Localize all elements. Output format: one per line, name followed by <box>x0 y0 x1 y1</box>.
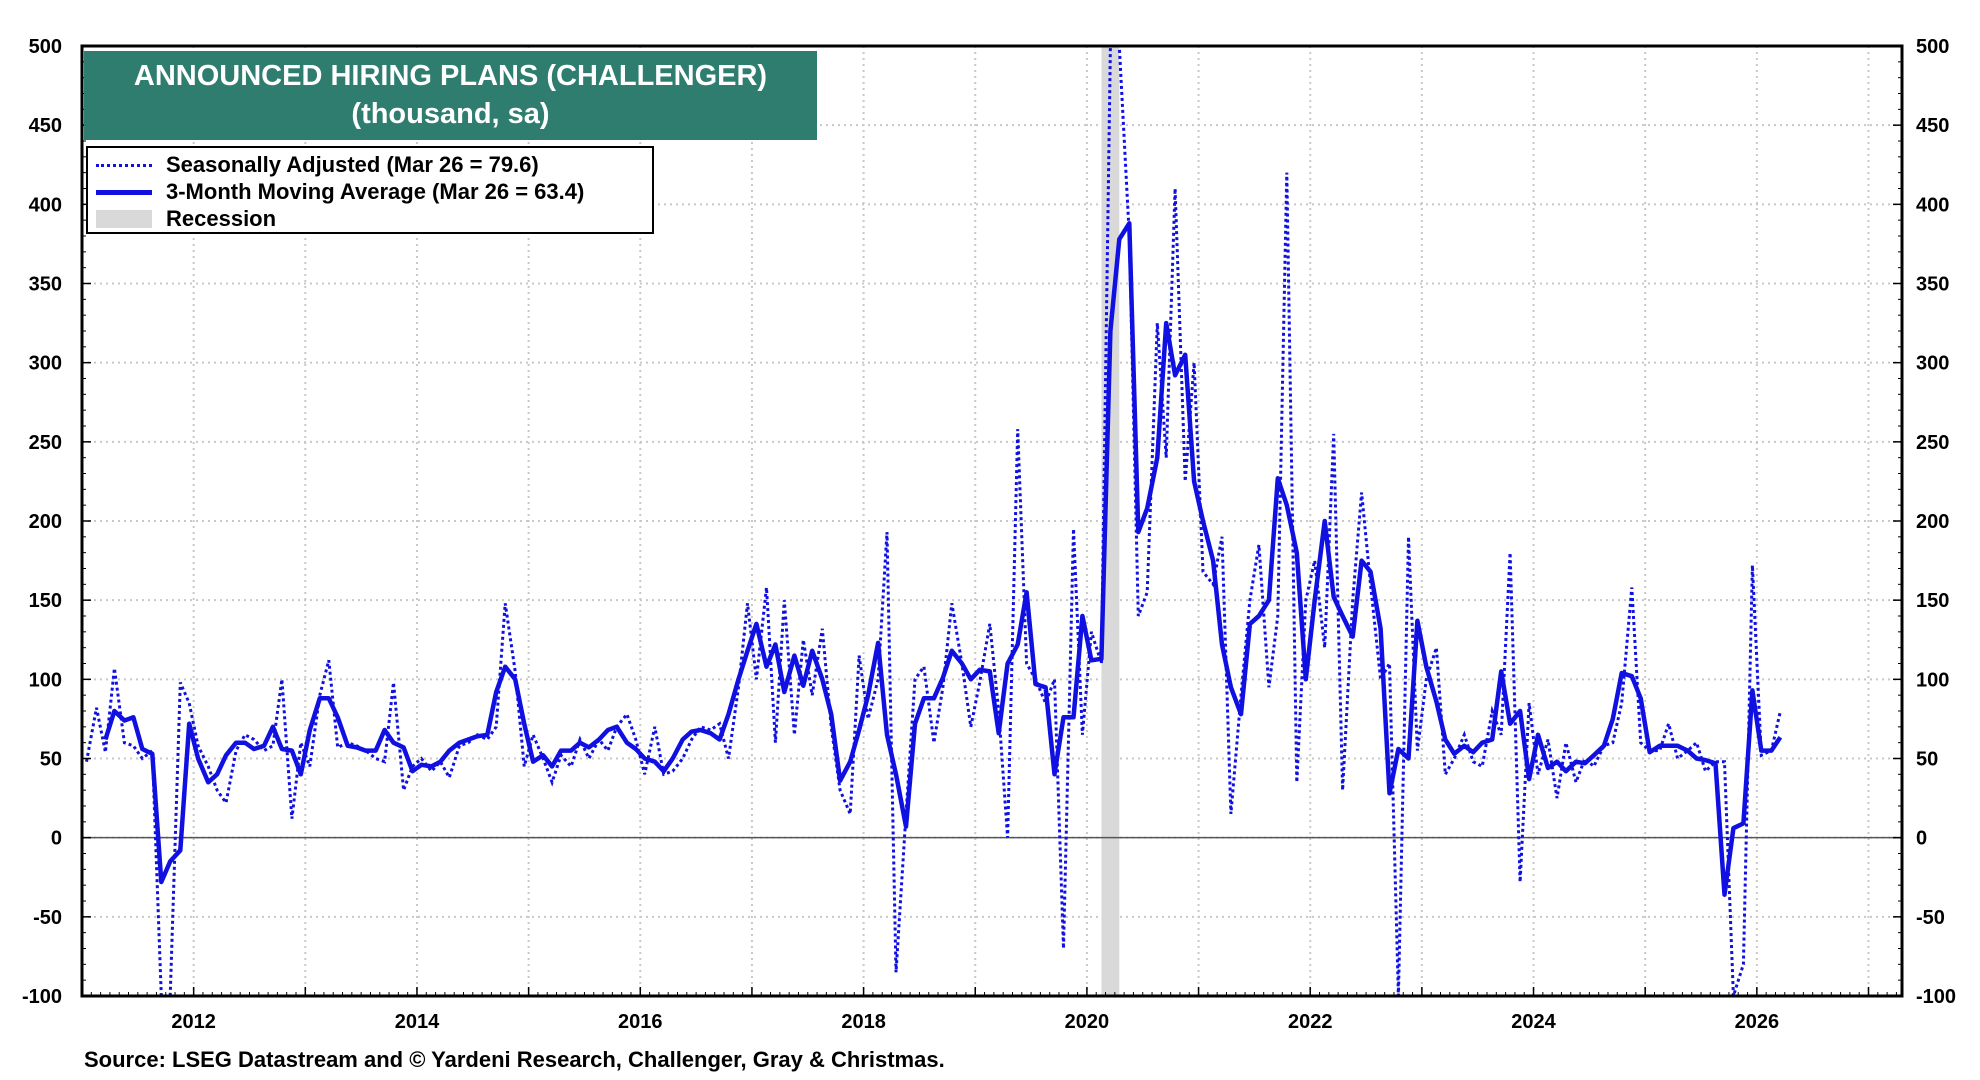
x-tick-label: 2012 <box>171 1011 216 1033</box>
x-tick-label: 2016 <box>618 1011 663 1033</box>
y-tick-label-left: 200 <box>29 511 62 533</box>
y-tick-label-right: 400 <box>1916 194 1949 216</box>
y-tick-label-right: -50 <box>1916 907 1945 929</box>
y-tick-label-left: -50 <box>33 907 62 929</box>
y-tick-label-left: 500 <box>29 36 62 58</box>
legend-swatch-recession <box>96 210 152 228</box>
legend-item-sa: Seasonally Adjusted (Mar 26 = 79.6) <box>96 152 539 178</box>
y-tick-label-right: 350 <box>1916 274 1949 296</box>
x-tick-label: 2018 <box>841 1011 886 1033</box>
y-tick-label-left: 400 <box>29 194 62 216</box>
chart-title: ANNOUNCED HIRING PLANS (CHALLENGER) <box>133 60 768 92</box>
y-tick-label-left: 450 <box>29 115 62 137</box>
y-tick-label-left: 150 <box>29 590 62 612</box>
y-tick-label-left: 350 <box>29 274 62 296</box>
x-tick-label: 2014 <box>395 1011 440 1033</box>
x-axis-labels: 2012 2014 2016 2018 2020 2022 2024 2026 <box>171 1011 1779 1033</box>
y-tick-label-right: 200 <box>1916 511 1949 533</box>
x-tick-label: 2020 <box>1065 1011 1110 1033</box>
legend-item-recession: Recession <box>96 206 276 232</box>
series-seasonally-adjusted <box>85 46 1782 996</box>
source-note: Source: LSEG Datastream and © Yardeni Re… <box>84 1047 945 1072</box>
legend-label-sa: Seasonally Adjusted (Mar 26 = 79.6) <box>166 152 539 177</box>
axis-ticks <box>81 45 1902 997</box>
legend-label-recession: Recession <box>166 206 277 231</box>
grid-lines <box>82 45 1902 997</box>
legend-label-ma: 3-Month Moving Average (Mar 26 = 63.4) <box>166 179 585 204</box>
y-tick-label-right: 450 <box>1916 115 1949 137</box>
y-tick-label-left: 250 <box>29 432 62 454</box>
series-moving-average <box>103 221 1783 897</box>
y-tick-label-right: 50 <box>1916 749 1938 771</box>
legend-swatch-solid <box>96 189 152 195</box>
y-tick-label-right: 250 <box>1916 432 1949 454</box>
y-tick-label-right: -100 <box>1916 986 1956 1008</box>
series-line-moving-average <box>103 221 1783 897</box>
legend: Seasonally Adjusted (Mar 26 = 79.6) 3-Mo… <box>86 146 654 234</box>
y-tick-label-left: 100 <box>29 669 62 691</box>
x-tick-label: 2022 <box>1288 1011 1333 1033</box>
y-tick-label-right: 150 <box>1916 590 1949 612</box>
y-tick-label-left: -100 <box>22 986 62 1008</box>
y-tick-label-left: 0 <box>51 828 62 850</box>
y-tick-label-right: 100 <box>1916 669 1949 691</box>
chart-subtitle: (thousand, sa) <box>351 98 550 130</box>
series-line-seasonally-adjusted <box>85 46 1782 996</box>
y-tick-label-right: 500 <box>1916 36 1949 58</box>
y-tick-label-left: 50 <box>40 749 62 771</box>
y-tick-label-left: 300 <box>29 353 62 375</box>
x-tick-label: 2026 <box>1735 1011 1780 1033</box>
y-tick-label-right: 300 <box>1916 353 1949 375</box>
y-tick-label-right: 0 <box>1916 828 1927 850</box>
chart-title-box: ANNOUNCED HIRING PLANS (CHALLENGER) (tho… <box>84 51 817 140</box>
legend-item-ma: 3-Month Moving Average (Mar 26 = 63.4) <box>96 179 584 205</box>
legend-swatch-dotted <box>96 163 152 167</box>
x-tick-label: 2024 <box>1511 1011 1556 1033</box>
